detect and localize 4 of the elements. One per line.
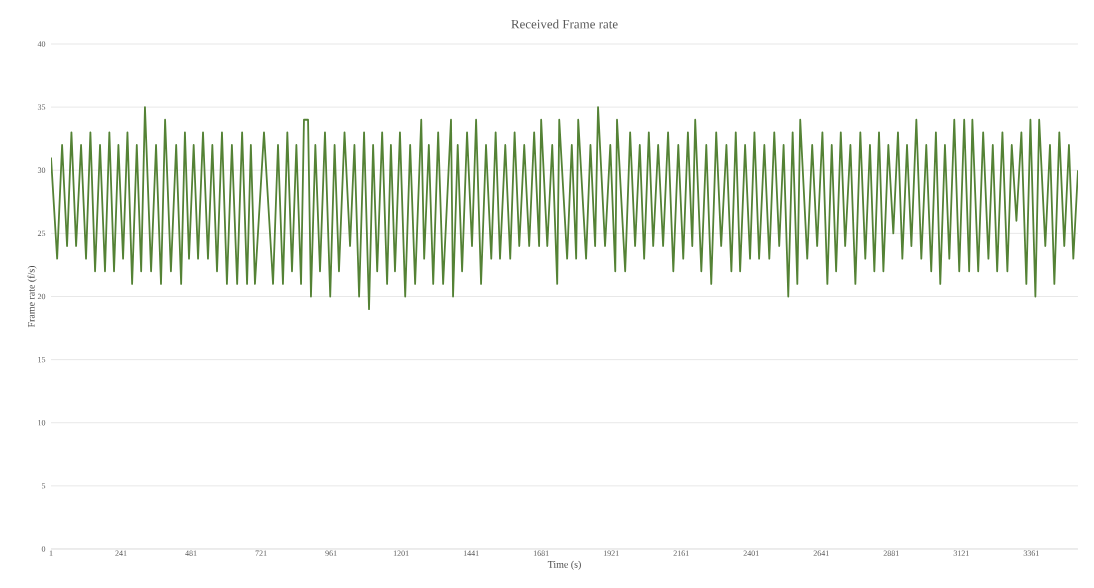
x-axis-title: Time (s) [547, 560, 581, 570]
y-axis-title: Frame rate (f/s) [27, 265, 37, 328]
line-series [51, 106, 1078, 311]
chart-title: Received Frame rate [511, 19, 618, 29]
